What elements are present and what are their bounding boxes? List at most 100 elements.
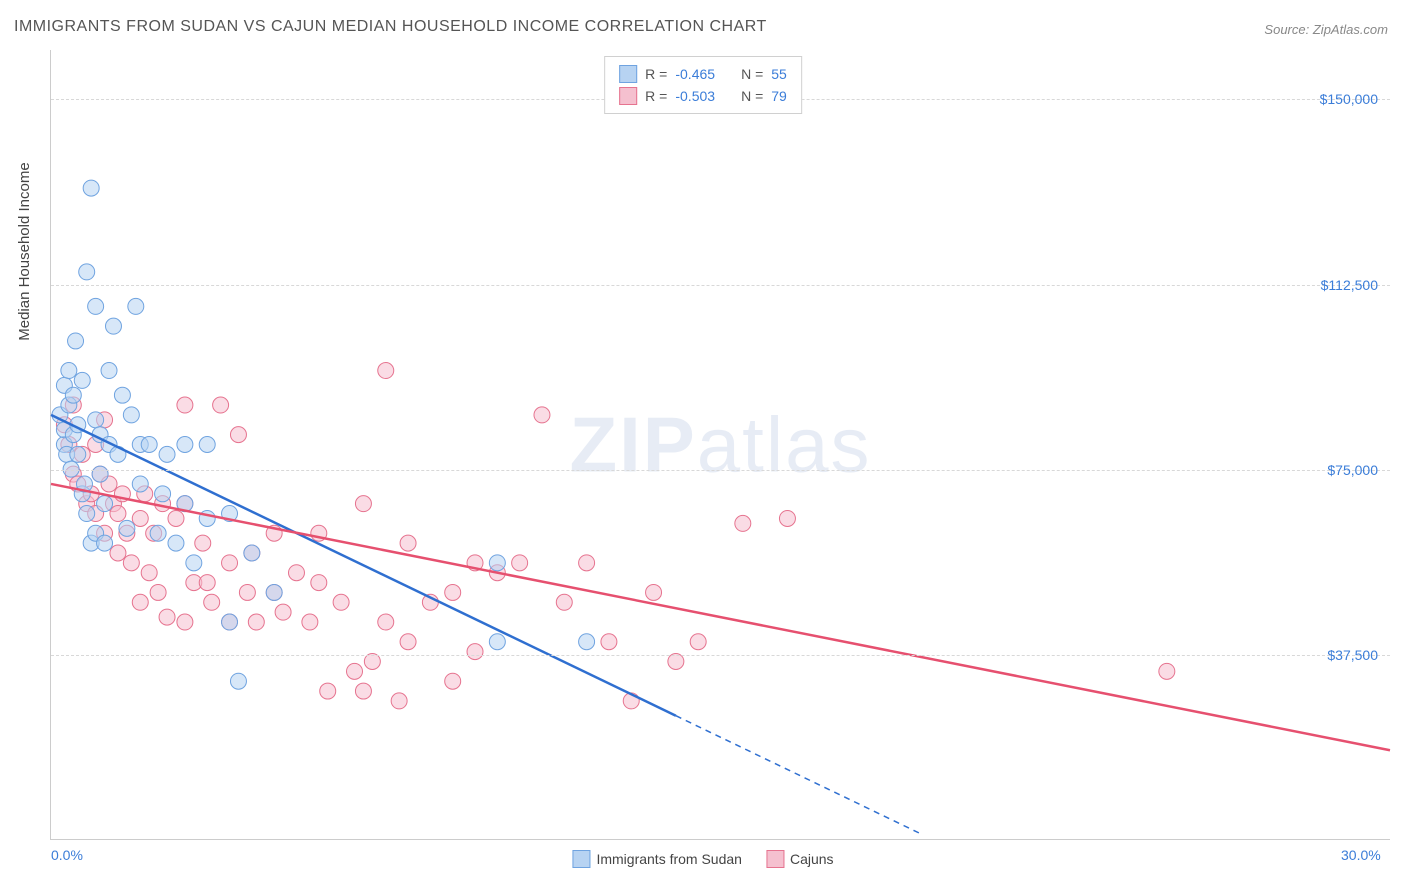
scatter-point-blue — [222, 614, 238, 630]
legend-N-value: 55 — [771, 63, 787, 85]
scatter-point-blue — [150, 525, 166, 541]
source-attribution: Source: ZipAtlas.com — [1264, 22, 1388, 37]
scatter-point-blue — [79, 506, 95, 522]
scatter-point-pink — [601, 634, 617, 650]
scatter-point-blue — [159, 446, 175, 462]
legend-series-item: Cajuns — [766, 850, 834, 868]
scatter-point-pink — [222, 555, 238, 571]
scatter-point-pink — [333, 594, 349, 610]
scatter-point-blue — [88, 298, 104, 314]
legend-swatch — [572, 850, 590, 868]
scatter-point-pink — [320, 683, 336, 699]
y-axis-label: Median Household Income — [16, 162, 33, 340]
scatter-point-pink — [391, 693, 407, 709]
legend-series: Immigrants from Sudan Cajuns — [572, 850, 833, 868]
legend-correlation-row: R = -0.503 N = 79 — [619, 85, 787, 107]
scatter-point-pink — [445, 673, 461, 689]
scatter-point-blue — [123, 407, 139, 423]
scatter-point-blue — [579, 634, 595, 650]
scatter-point-blue — [97, 496, 113, 512]
chart-svg — [51, 50, 1390, 839]
source-name: ZipAtlas.com — [1313, 22, 1388, 37]
legend-R-value: -0.465 — [675, 63, 715, 85]
legend-series-label: Immigrants from Sudan — [596, 851, 742, 867]
legend-R-label: R = — [645, 63, 667, 85]
scatter-point-blue — [230, 673, 246, 689]
y-tick-label: $75,000 — [1327, 462, 1378, 478]
scatter-point-blue — [489, 555, 505, 571]
scatter-point-blue — [79, 264, 95, 280]
scatter-point-pink — [230, 427, 246, 443]
scatter-point-blue — [489, 634, 505, 650]
scatter-point-blue — [199, 437, 215, 453]
scatter-point-pink — [302, 614, 318, 630]
scatter-point-blue — [88, 412, 104, 428]
scatter-point-blue — [114, 387, 130, 403]
scatter-point-pink — [168, 510, 184, 526]
plot-area: ZIPatlas $37,500$75,000$112,500$150,0000… — [50, 50, 1390, 840]
gridline — [51, 470, 1390, 471]
scatter-point-pink — [1159, 663, 1175, 679]
gridline — [51, 285, 1390, 286]
scatter-point-pink — [239, 584, 255, 600]
legend-R-value: -0.503 — [675, 85, 715, 107]
legend-R-label: R = — [645, 85, 667, 107]
scatter-point-pink — [123, 555, 139, 571]
scatter-point-blue — [65, 387, 81, 403]
scatter-point-pink — [355, 496, 371, 512]
trend-line-dashed-blue — [676, 716, 921, 834]
scatter-point-blue — [70, 446, 86, 462]
y-tick-label: $37,500 — [1327, 647, 1378, 663]
scatter-point-blue — [105, 318, 121, 334]
scatter-point-pink — [110, 506, 126, 522]
legend-correlation: R = -0.465 N = 55R = -0.503 N = 79 — [604, 56, 802, 114]
scatter-point-blue — [132, 476, 148, 492]
y-tick-label: $150,000 — [1320, 91, 1378, 107]
scatter-point-pink — [534, 407, 550, 423]
source-label: Source: — [1264, 22, 1309, 37]
scatter-point-pink — [159, 609, 175, 625]
scatter-point-pink — [248, 614, 264, 630]
scatter-point-blue — [61, 363, 77, 379]
gridline — [51, 655, 1390, 656]
scatter-point-blue — [128, 298, 144, 314]
scatter-point-pink — [213, 397, 229, 413]
scatter-point-blue — [177, 437, 193, 453]
scatter-point-pink — [556, 594, 572, 610]
scatter-point-blue — [155, 486, 171, 502]
legend-N-value: 79 — [771, 85, 787, 107]
scatter-point-pink — [668, 653, 684, 669]
scatter-point-pink — [646, 584, 662, 600]
legend-series-label: Cajuns — [790, 851, 834, 867]
scatter-point-pink — [467, 644, 483, 660]
legend-swatch — [766, 850, 784, 868]
legend-swatch-blue — [619, 65, 637, 83]
scatter-point-pink — [690, 634, 706, 650]
scatter-point-blue — [68, 333, 84, 349]
legend-series-item: Immigrants from Sudan — [572, 850, 742, 868]
scatter-point-blue — [141, 437, 157, 453]
scatter-point-pink — [275, 604, 291, 620]
scatter-point-blue — [101, 363, 117, 379]
scatter-point-pink — [355, 683, 371, 699]
scatter-point-pink — [132, 510, 148, 526]
scatter-point-pink — [177, 614, 193, 630]
scatter-point-pink — [364, 653, 380, 669]
x-tick-label: 0.0% — [51, 847, 83, 863]
scatter-point-pink — [735, 515, 751, 531]
scatter-point-pink — [177, 397, 193, 413]
scatter-point-pink — [512, 555, 528, 571]
scatter-point-blue — [244, 545, 260, 561]
scatter-point-pink — [378, 363, 394, 379]
scatter-point-blue — [83, 180, 99, 196]
scatter-point-blue — [92, 466, 108, 482]
scatter-point-pink — [150, 584, 166, 600]
scatter-point-pink — [347, 663, 363, 679]
scatter-point-pink — [195, 535, 211, 551]
scatter-point-pink — [141, 565, 157, 581]
scatter-point-blue — [119, 520, 135, 536]
scatter-point-blue — [74, 372, 90, 388]
scatter-point-pink — [288, 565, 304, 581]
legend-N-label: N = — [741, 85, 763, 107]
x-tick-label: 30.0% — [1341, 847, 1381, 863]
